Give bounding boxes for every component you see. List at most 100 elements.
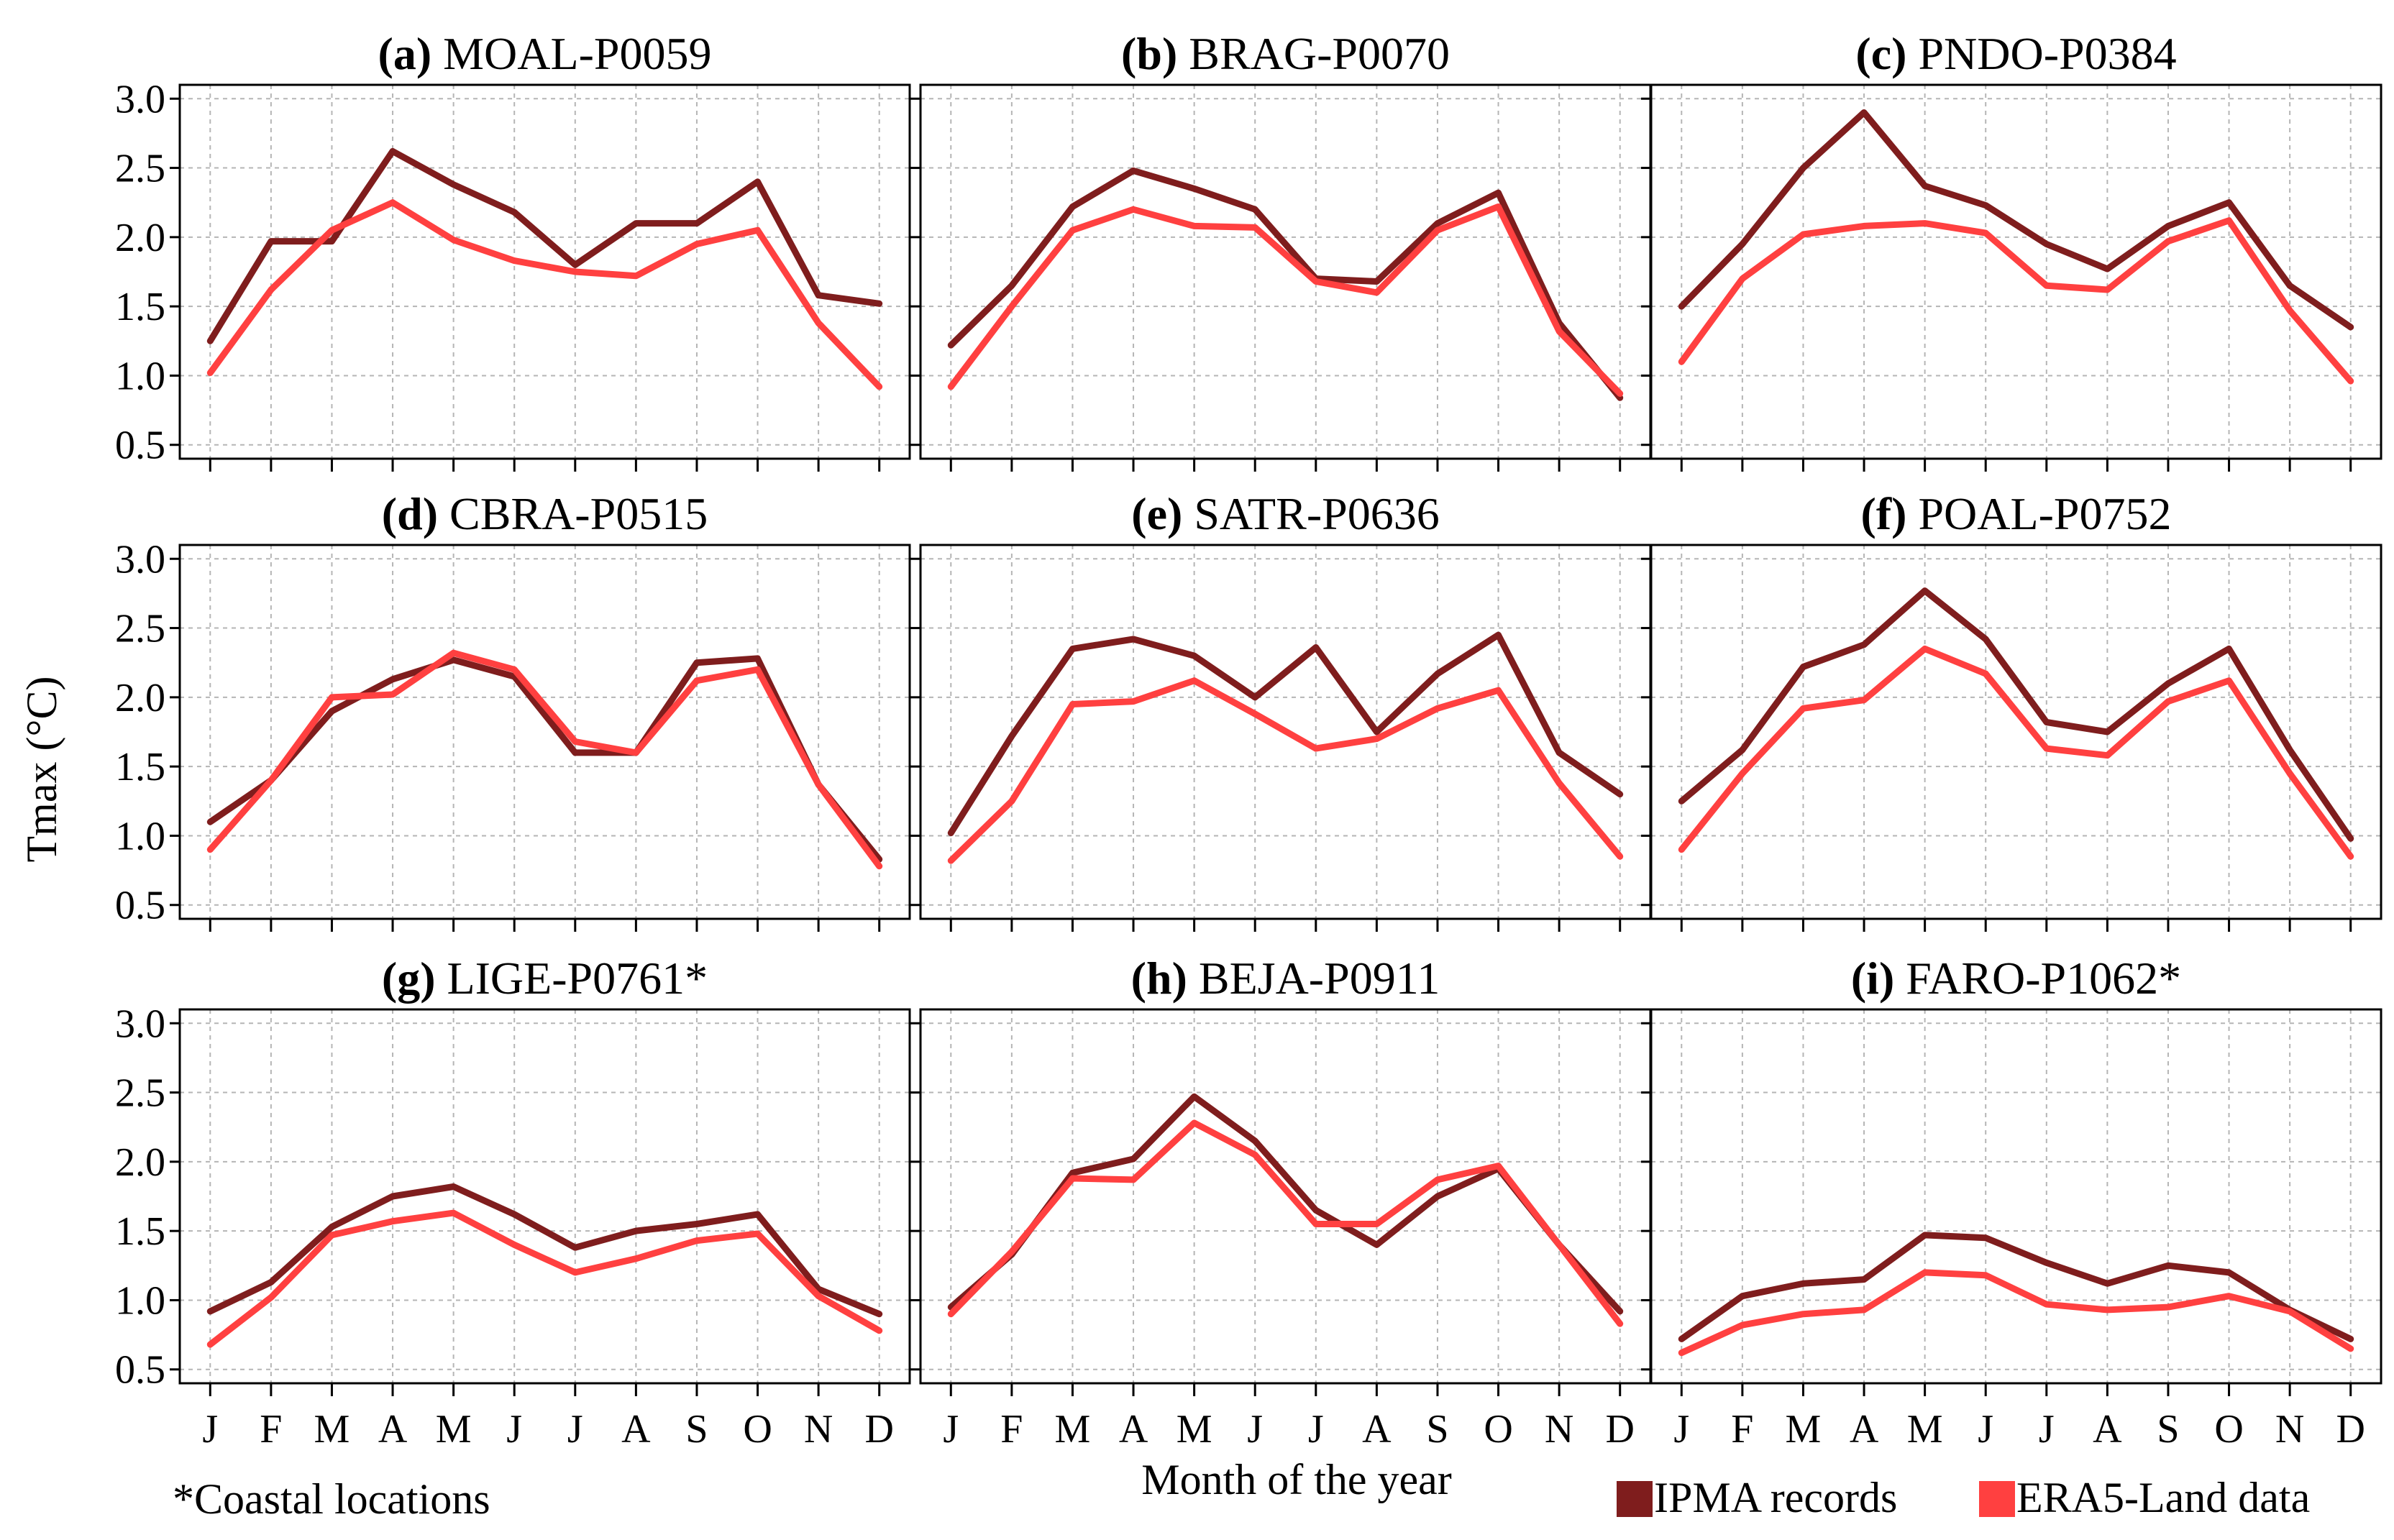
x-tick-label: A (1119, 1407, 1148, 1452)
legend-label-era5: ERA5-Land data (2016, 1474, 2310, 1521)
panel-station-name: LIGE-P0761* (436, 953, 708, 1004)
panel-title: (c) PNDO-P0384 (1855, 28, 2176, 79)
panel-h: J F M A M J J A S O N D(h) BEJA-P0911 (910, 953, 1652, 1452)
y-tick-label: 3.0 (115, 537, 165, 582)
y-tick-label: 2.0 (115, 1140, 165, 1185)
x-tick-label: S (685, 1407, 708, 1452)
y-tick-label: 2.0 (115, 216, 165, 260)
panel-d: 0.5 1.0 1.5 2.0 2.5 3.0 (d) CBRA-P0515 (115, 488, 911, 932)
plot-frame (1650, 544, 2382, 920)
legend-swatch-ipma (1617, 1481, 1653, 1517)
x-tick-label: S (2157, 1407, 2179, 1452)
series-line-ipma (206, 1183, 883, 1318)
series-line-era5 (206, 199, 883, 390)
plot-frame (919, 1008, 1652, 1385)
panels: 0.5 1.0 1.5 2.0 2.5 3.0 (a) MOAL-P0059 (b) BRAG… (115, 28, 2382, 1452)
x-tick-label: J (506, 1407, 522, 1452)
panel-e: (e) SATR-P0636 (910, 488, 1652, 932)
x-tick-label: O (2214, 1407, 2243, 1452)
coastal-footnote: *Coastal locations (173, 1475, 490, 1523)
series-line-ipma (206, 655, 883, 863)
x-tick-label: J (202, 1407, 218, 1452)
panel-station-name: CBRA-P0515 (438, 488, 708, 539)
plot-frame (919, 83, 1652, 460)
y-tick-label: 1.0 (115, 354, 165, 398)
legend-swatch-era5 (1979, 1481, 2015, 1517)
panel-station-name: FARO-P1062* (1894, 953, 2181, 1004)
x-tick-label: M (1177, 1407, 1212, 1452)
x-tick-label: A (378, 1407, 408, 1452)
x-tick-label: N (804, 1407, 833, 1452)
x-tick-label: D (864, 1407, 893, 1452)
y-tick-label: 0.5 (115, 1348, 165, 1393)
panel-b: (b) BRAG-P0070 (910, 28, 1652, 472)
series-line-ipma (1678, 109, 2354, 331)
x-tick-label: J (567, 1407, 583, 1452)
y-tick-label: 0.5 (115, 423, 165, 468)
panel-tag: (g) (382, 953, 436, 1004)
y-tick-label: 2.5 (115, 147, 165, 191)
panel-f: (f) POAL-P0752 (1641, 488, 2382, 932)
x-axis-label: Month of the year (1141, 1456, 1452, 1503)
panel-tag: (f) (1861, 488, 1907, 539)
x-tick-label: J (1673, 1407, 1689, 1452)
x-tick-label: M (1055, 1407, 1091, 1452)
plot-frame (178, 544, 911, 920)
series-line-era5 (1678, 645, 2354, 860)
panel-tag: (e) (1131, 488, 1182, 539)
panel-title: (b) BRAG-P0070 (1121, 28, 1450, 79)
x-tick-label: J (2039, 1407, 2055, 1452)
x-tick-label: M (436, 1407, 472, 1452)
x-tick-label: A (1362, 1407, 1392, 1452)
panel-station-name: BEJA-P0911 (1187, 953, 1440, 1004)
panel-title: (e) SATR-P0636 (1131, 488, 1439, 539)
x-tick-label: J (943, 1407, 959, 1452)
legend: IPMA records ERA5-Land data (1617, 1474, 2310, 1521)
legend-label-ipma: IPMA records (1654, 1474, 1897, 1521)
x-tick-label: F (1731, 1407, 1753, 1452)
panel-tag: (d) (382, 488, 438, 539)
panel-station-name: PNDO-P0384 (1906, 28, 2176, 79)
series-line-era5 (947, 1119, 1624, 1327)
panel-title: (f) POAL-P0752 (1861, 488, 2172, 539)
plot-frame (1650, 83, 2382, 460)
series-line-ipma (1678, 587, 2354, 842)
panel-tag: (a) (378, 28, 432, 79)
y-tick-label: 1.5 (115, 745, 165, 789)
panel-tag: (i) (1851, 953, 1894, 1004)
panel-title: (g) LIGE-P0761* (382, 953, 708, 1004)
x-tick-label: D (1605, 1407, 1634, 1452)
y-tick-label: 2.5 (115, 1071, 165, 1116)
panel-station-name: POAL-P0752 (1906, 488, 2171, 539)
y-tick-label: 2.0 (115, 676, 165, 720)
series-line-era5 (206, 1209, 883, 1348)
series-line-era5 (947, 203, 1624, 397)
series-line-ipma (1678, 1232, 2354, 1342)
panel-station-name: SATR-P0636 (1182, 488, 1439, 539)
x-tick-label: J (1978, 1407, 1993, 1452)
panel-g: 0.51.01.52.02.53.0J F M A M J J A S O N D(g) LIGE-P… (115, 953, 911, 1452)
x-tick-label: M (1786, 1407, 1822, 1452)
y-tick-label: 3.0 (115, 77, 165, 122)
y-tick-label: 2.5 (115, 607, 165, 651)
panel-station-name: MOAL-P0059 (431, 28, 711, 79)
panel-c: (c) PNDO-P0384 (1641, 28, 2382, 472)
y-tick-label: 0.5 (115, 884, 165, 928)
series-line-era5 (206, 649, 883, 870)
series-line-era5 (1678, 1269, 2354, 1357)
y-tick-label: 1.5 (115, 1209, 165, 1254)
x-tick-label: D (2336, 1407, 2365, 1452)
x-tick-label: J (1247, 1407, 1263, 1452)
x-tick-label: J (1308, 1407, 1324, 1452)
x-tick-label: O (1484, 1407, 1512, 1452)
plot-frame (178, 83, 911, 460)
x-tick-label: A (621, 1407, 651, 1452)
x-tick-label: N (1545, 1407, 1573, 1452)
x-tick-label: A (1850, 1407, 1879, 1452)
panel-title: (a) MOAL-P0059 (378, 28, 712, 79)
series-line-ipma (206, 147, 883, 344)
x-tick-label: N (2275, 1407, 2304, 1452)
series-line-era5 (947, 677, 1624, 864)
y-axis-label: Tmax (°C) (18, 677, 65, 863)
y-tick-label: 1.0 (115, 814, 165, 858)
